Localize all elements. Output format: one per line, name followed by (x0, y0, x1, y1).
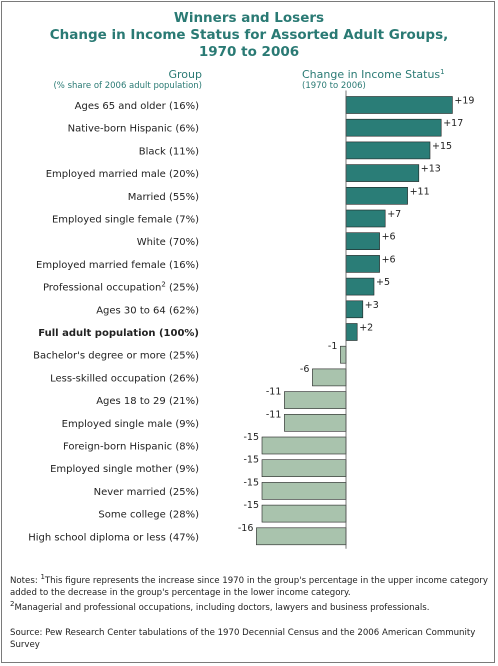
value-label: +6 (382, 232, 396, 243)
chart-source: Source: Pew Research Center tabulations … (10, 628, 476, 650)
value-label: -6 (300, 364, 309, 375)
chart-title-line-3: 1970 to 2006 (198, 44, 300, 60)
value-label: -15 (243, 500, 259, 511)
value-header-sub: (1970 to 2006) (302, 81, 366, 91)
bar (345, 209, 386, 228)
value-label: +19 (454, 96, 474, 107)
value-label: -15 (243, 455, 259, 466)
bar (345, 118, 442, 137)
chart-title-line-2: Change in Income Status for Assorted Adu… (49, 27, 449, 43)
bar (312, 368, 347, 387)
category-label: Married (55%) (128, 192, 199, 203)
bar (261, 482, 347, 500)
category-label: Less-skilled occupation (26%) (50, 373, 199, 384)
bar (284, 413, 347, 432)
bar (261, 504, 347, 523)
value-label: -1 (328, 341, 337, 352)
category-label: High school diploma or less (47%) (28, 532, 199, 543)
category-label: Employed single mother (9%) (50, 464, 199, 475)
category-label: Some college (28%) (98, 510, 199, 521)
note-1-marker: 1 (40, 573, 45, 581)
notes-prefix: Notes: (10, 576, 41, 586)
bar (261, 459, 347, 478)
category-label: Ages 30 to 64 (62%) (96, 305, 199, 316)
note-2-text: Managerial and professional occupations,… (14, 603, 430, 613)
group-header-label: Group (168, 68, 203, 81)
category-label: Ages 65 and older (16%) (75, 101, 199, 112)
group-header-sub: (% share of 2006 adult population) (53, 81, 202, 91)
category-label: Professional occupation2 (25%) (43, 281, 199, 294)
value-label: -11 (266, 409, 282, 420)
note-1-text: This figure represents the increase sinc… (10, 576, 488, 598)
category-label: Never married (25%) (94, 487, 199, 498)
chart-notes: Notes: 1This figure represents the incre… (10, 572, 492, 615)
category-label: Foreign-born Hispanic (8%) (63, 442, 199, 453)
bar-chart: Ages 65 and older (16%) +19 Native-born Hi… (28, 90, 474, 549)
category-label: Employed single male (9%) (62, 419, 199, 430)
category-label: Employed married female (16%) (36, 260, 199, 271)
bar (345, 141, 431, 160)
bar (340, 345, 347, 364)
category-label: Ages 18 to 29 (21%) (96, 396, 199, 407)
value-label: +3 (365, 300, 379, 311)
note-2-marker: 2 (10, 600, 15, 608)
value-column-header: Change in Income Status1 (1970 to 2006) (302, 68, 445, 91)
bar (345, 255, 380, 273)
value-label: -15 (243, 477, 259, 488)
bar (345, 300, 364, 319)
bar (345, 323, 358, 341)
value-label: -11 (266, 387, 282, 398)
value-label: +13 (421, 164, 441, 175)
category-label: Employed single female (7%) (52, 215, 199, 226)
bar (345, 96, 453, 114)
group-column-header: Group (% share of 2006 adult population) (53, 68, 202, 91)
category-label: Native-born Hispanic (6%) (68, 124, 199, 135)
value-label: +15 (432, 141, 452, 152)
value-label: +6 (382, 254, 396, 265)
bar (345, 164, 420, 182)
bar (261, 436, 347, 455)
value-label: -16 (238, 523, 254, 534)
bar (345, 277, 375, 296)
category-label: Full adult population (100%) (38, 328, 199, 339)
value-label: +2 (359, 323, 373, 334)
value-header-label: Change in Income Status1 (302, 68, 445, 81)
value-label: +11 (410, 186, 430, 197)
category-label: White (70%) (137, 237, 199, 248)
value-label: +5 (376, 277, 390, 288)
bar (345, 232, 380, 250)
value-label: -15 (243, 432, 259, 443)
value-header-footnote-marker: 1 (440, 68, 445, 76)
chart-title-line-1: Winners and Losers (173, 10, 325, 26)
bar (256, 527, 347, 546)
value-label: +17 (443, 118, 463, 129)
bar (284, 391, 347, 409)
category-label: Bachelor's degree or more (25%) (33, 351, 199, 362)
value-label: +7 (387, 209, 401, 220)
bar (345, 187, 408, 205)
category-label: Employed married male (20%) (46, 169, 199, 180)
category-label: Black (11%) (139, 146, 199, 157)
